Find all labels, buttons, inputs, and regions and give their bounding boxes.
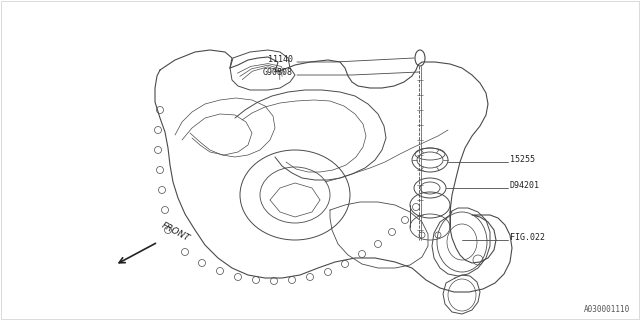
Text: A030001110: A030001110 bbox=[584, 305, 630, 314]
Text: FRONT: FRONT bbox=[160, 220, 191, 243]
Text: G90808: G90808 bbox=[263, 68, 293, 77]
Text: 15255: 15255 bbox=[510, 155, 535, 164]
Text: 11140: 11140 bbox=[268, 55, 293, 64]
Text: D94201: D94201 bbox=[510, 181, 540, 190]
Text: FIG.022: FIG.022 bbox=[510, 233, 545, 242]
